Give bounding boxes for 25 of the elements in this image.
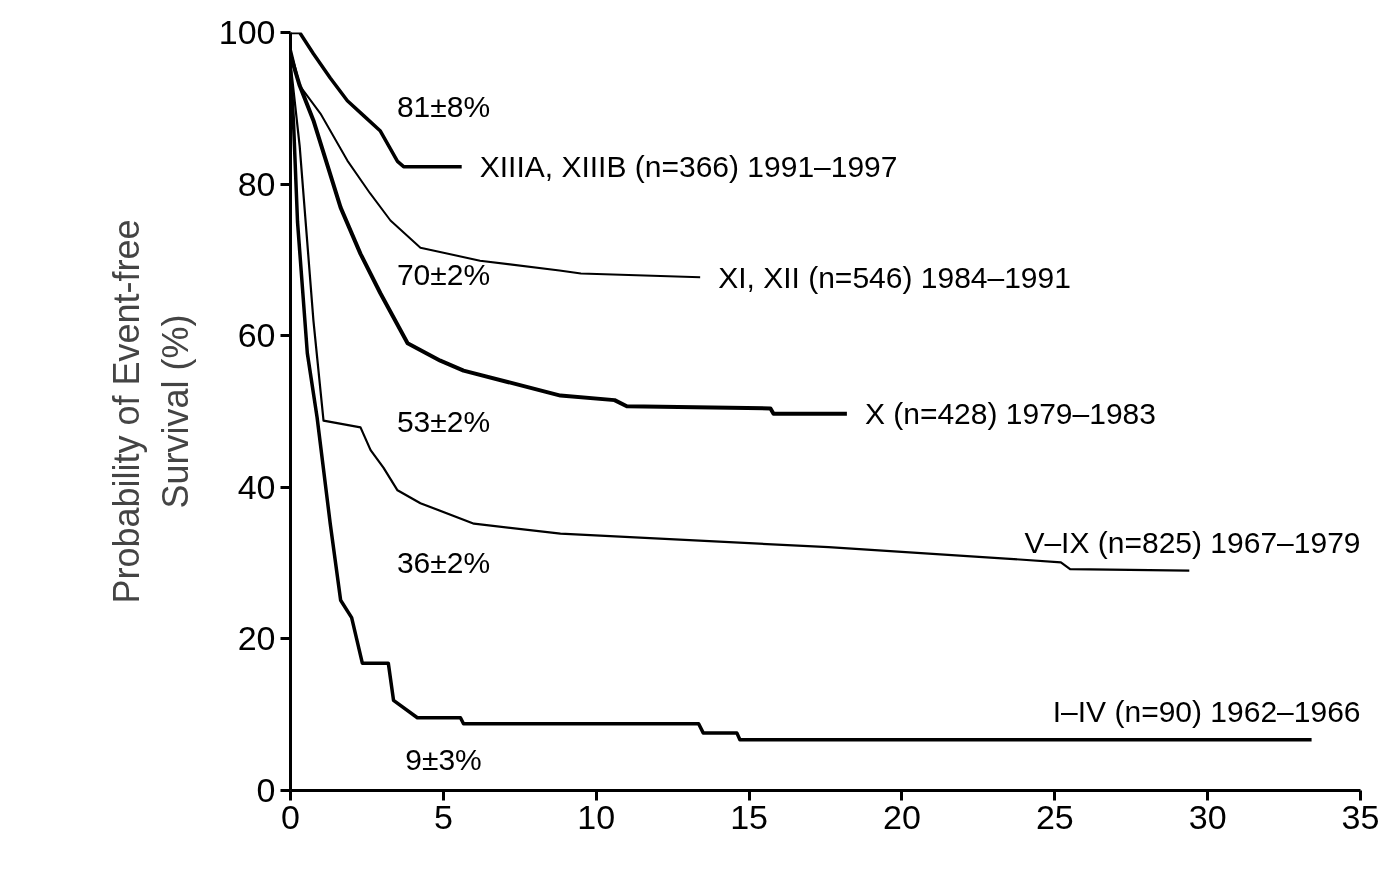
y-tick-label: 20 xyxy=(237,619,276,658)
series-label: XI, XII (n=546) 1984–1991 xyxy=(718,260,1071,294)
y-tick-label: 100 xyxy=(218,13,276,51)
x-tick-label: 20 xyxy=(883,797,921,836)
series-label: V–IX (n=825) 1967–1979 xyxy=(1024,525,1361,559)
annotation: 53±2% xyxy=(396,404,491,438)
x-tick-label: 10 xyxy=(577,797,616,836)
x-tick-label: 0 xyxy=(281,797,300,836)
series-label: XIIIA, XIIIB (n=366) 1991–1997 xyxy=(479,150,898,184)
y-tick-label: 0 xyxy=(256,771,276,809)
y-axis-title: Probability of Event-free Survival (%) xyxy=(105,219,196,604)
annotation: 81±8% xyxy=(396,90,491,124)
y-tick-label: 60 xyxy=(237,316,276,355)
x-tick-label: 35 xyxy=(1341,797,1380,836)
x-tick-label: 25 xyxy=(1035,797,1074,836)
x-tick-label: 5 xyxy=(433,797,453,836)
annotation: 70±2% xyxy=(396,258,491,292)
annotation: 36±2% xyxy=(396,545,491,579)
annotation: 9±3% xyxy=(405,743,482,777)
y-tick-label: 40 xyxy=(237,467,276,506)
x-tick-label: 15 xyxy=(730,797,768,836)
series-label: I–IV (n=90) 1962–1966 xyxy=(1052,694,1361,728)
y-tick-label: 80 xyxy=(237,164,276,203)
x-tick-label: 30 xyxy=(1188,797,1227,836)
series-label: X (n=428) 1979–1983 xyxy=(864,397,1156,431)
